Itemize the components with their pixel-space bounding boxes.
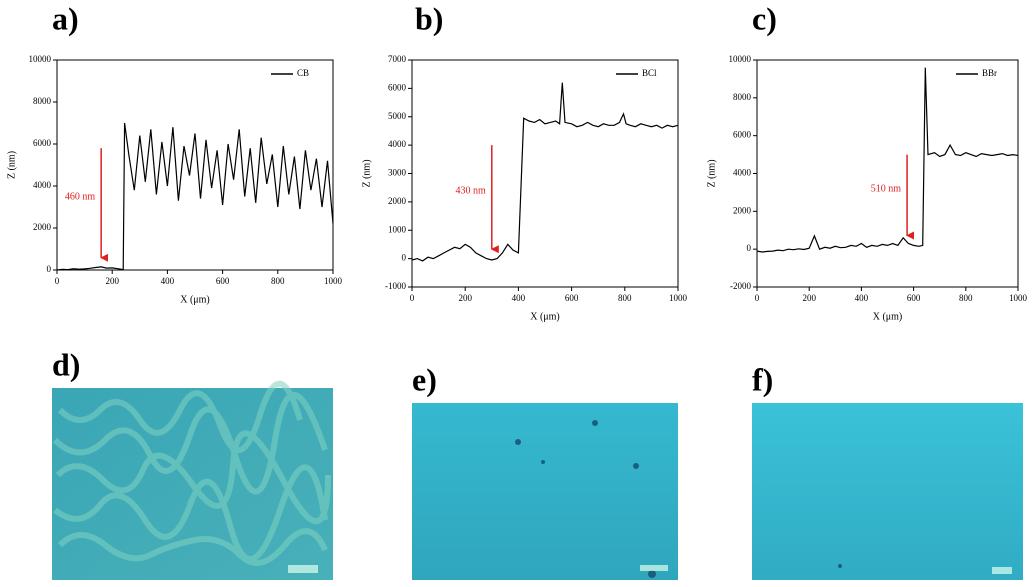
panel-label: e) (412, 361, 437, 397)
panel-label: a) (52, 0, 79, 36)
x-axis-label: X (μm) (180, 294, 210, 305)
y-tick-label: -1000 (385, 281, 406, 291)
x-tick-label: 800 (618, 293, 632, 303)
x-tick-label: 600 (216, 276, 230, 286)
y-axis-label: Z (nm) (6, 151, 17, 179)
x-axis-label: X (μm) (873, 311, 903, 322)
x-tick-label: 1000 (669, 293, 688, 303)
panel-label: c) (752, 0, 777, 36)
x-tick-label: 600 (907, 293, 921, 303)
y-tick-label: 2000 (733, 205, 752, 215)
legend-label: CB (297, 68, 309, 78)
x-tick-label: 0 (755, 293, 760, 303)
x-tick-label: 400 (161, 276, 175, 286)
y-tick-label: 6000 (388, 82, 407, 92)
y-tick-label: 4000 (388, 139, 407, 149)
y-tick-label: 5000 (388, 111, 407, 121)
x-tick-label: 400 (512, 293, 526, 303)
image-d (52, 380, 333, 580)
plot-frame (756, 59, 1019, 288)
micrograph (412, 403, 678, 580)
wrinkle-pattern (52, 380, 331, 566)
y-tick-label: 4000 (33, 180, 52, 190)
x-tick-label: 200 (458, 293, 472, 303)
x-tick-label: 400 (855, 293, 869, 303)
x-tick-label: 600 (565, 293, 579, 303)
plot-frame (411, 59, 679, 288)
scale-bar (640, 565, 668, 571)
x-axis-label: X (μm) (530, 311, 560, 322)
y-tick-label: 1000 (388, 224, 407, 234)
y-tick-label: 6000 (33, 138, 52, 148)
y-tick-label: 2000 (33, 222, 52, 232)
x-tick-label: 200 (105, 276, 119, 286)
y-tick-label: 7000 (388, 54, 407, 64)
legend-label: BBr (982, 68, 997, 78)
image-e (412, 403, 678, 580)
y-tick-label: 8000 (33, 96, 52, 106)
annotation-label: 430 nm (456, 185, 487, 196)
panel-label: b) (415, 0, 443, 36)
x-tick-label: 0 (410, 293, 415, 303)
y-tick-label: 0 (747, 243, 752, 253)
data-line (756, 67, 1019, 253)
x-tick-label: 1000 (324, 276, 343, 286)
image-f (752, 403, 1023, 580)
y-tick-label: 8000 (733, 92, 752, 102)
x-tick-label: 1000 (1009, 293, 1028, 303)
x-tick-label: 800 (271, 276, 285, 286)
y-tick-label: -2000 (730, 281, 751, 291)
y-tick-label: 0 (402, 253, 407, 263)
y-tick-label: 3000 (388, 168, 407, 178)
y-tick-label: 10000 (729, 54, 752, 64)
x-tick-label: 800 (959, 293, 973, 303)
y-tick-label: 6000 (733, 130, 752, 140)
scale-bar (288, 565, 318, 573)
panel-label: d) (52, 346, 80, 382)
panel-label: f) (752, 361, 773, 397)
y-tick-label: 0 (47, 264, 52, 274)
scale-bar (992, 567, 1012, 574)
annotation-label: 510 nm (871, 183, 902, 194)
y-axis-label: Z (nm) (361, 159, 372, 187)
data-line (56, 122, 334, 271)
micrograph (752, 403, 1023, 580)
y-tick-label: 2000 (388, 196, 407, 206)
plot-frame (56, 59, 334, 271)
data-line (411, 82, 679, 262)
annotation-label: 460 nm (65, 191, 96, 202)
y-tick-label: 4000 (733, 168, 752, 178)
legend-label: BCl (642, 68, 657, 78)
y-tick-label: 10000 (29, 54, 52, 64)
x-tick-label: 0 (55, 276, 60, 286)
x-tick-label: 200 (802, 293, 816, 303)
y-axis-label: Z (nm) (706, 159, 717, 187)
